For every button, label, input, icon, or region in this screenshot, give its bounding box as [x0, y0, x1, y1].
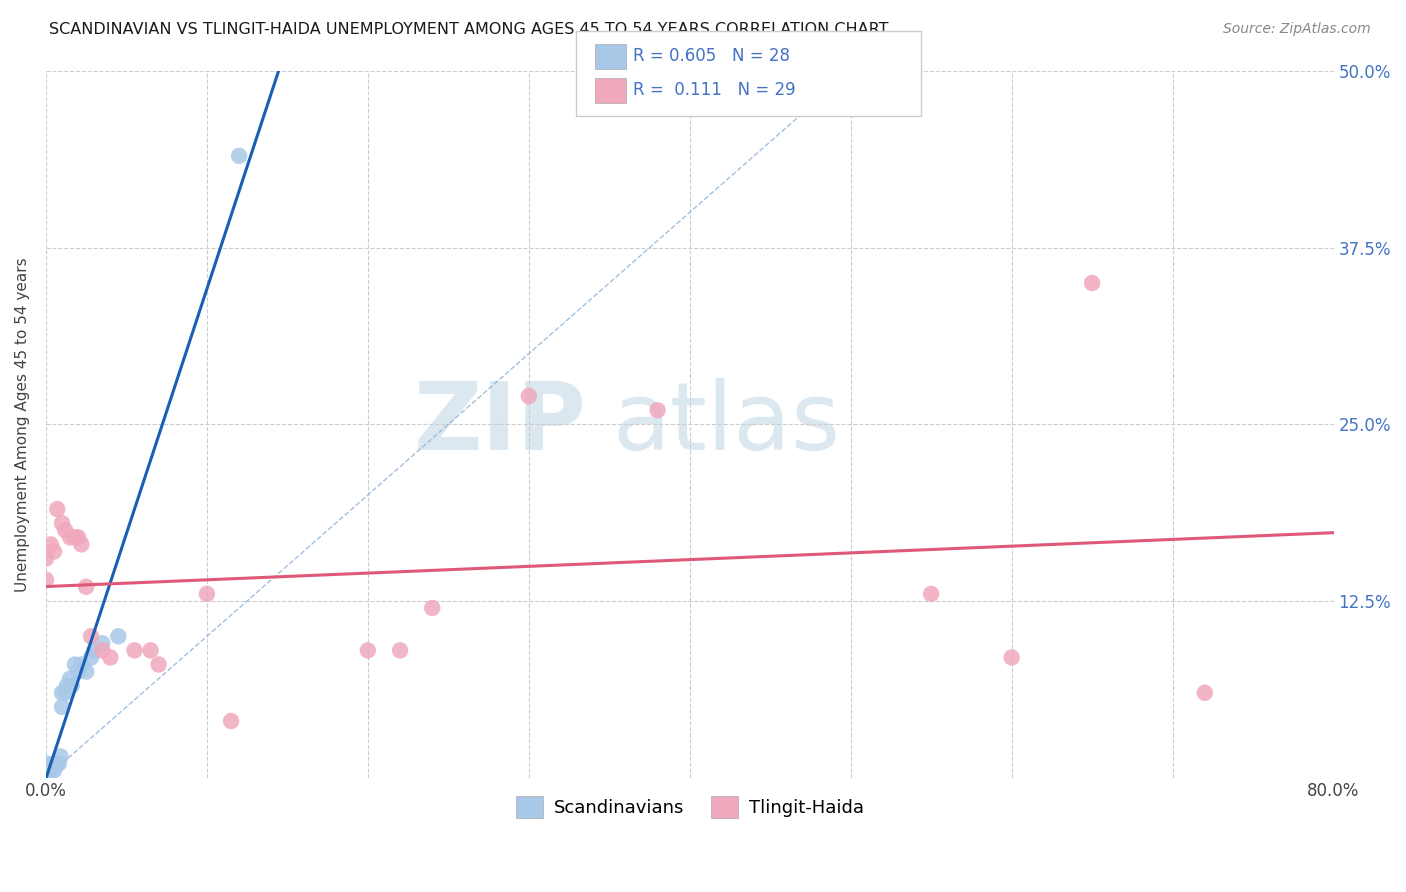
Point [80, 650, 103, 665]
Point [517, 389, 540, 403]
Point [46, 502, 69, 516]
Text: R =  0.111   N = 29: R = 0.111 N = 29 [633, 81, 796, 99]
Legend: Scandinavians, Tlingit-Haida: Scandinavians, Tlingit-Haida [509, 789, 872, 825]
Point [647, 403, 669, 417]
Point [75, 665, 97, 679]
Text: SCANDINAVIAN VS TLINGIT-HAIDA UNEMPLOYMENT AMONG AGES 45 TO 54 YEARS CORRELATION: SCANDINAVIAN VS TLINGIT-HAIDA UNEMPLOYME… [49, 22, 889, 37]
Point [35, 764, 58, 778]
Point [107, 629, 129, 643]
Point [35, 771, 58, 785]
Y-axis label: Unemployment Among Ages 45 to 54 years: Unemployment Among Ages 45 to 54 years [15, 257, 30, 591]
Point [219, 714, 242, 728]
Point [83, 643, 105, 657]
Point [42, 756, 65, 771]
Point [42, 544, 65, 558]
Point [70, 537, 93, 551]
Point [39, 537, 62, 551]
Point [63, 530, 86, 544]
Point [148, 657, 170, 672]
Point [91, 643, 114, 657]
Point [920, 587, 942, 601]
Point [46, 756, 69, 771]
Text: atlas: atlas [613, 378, 841, 470]
Text: Source: ZipAtlas.com: Source: ZipAtlas.com [1223, 22, 1371, 37]
Point [59, 672, 82, 686]
Point [357, 643, 380, 657]
Point [389, 643, 412, 657]
Point [70, 657, 93, 672]
Point [139, 643, 162, 657]
Point [60, 679, 83, 693]
Point [51, 700, 73, 714]
Point [67, 665, 90, 679]
Point [1081, 276, 1104, 290]
Point [53, 523, 76, 537]
Point [42, 764, 65, 778]
Point [53, 686, 76, 700]
Point [49, 749, 72, 764]
Point [67, 530, 90, 544]
Point [51, 686, 73, 700]
Point [39, 759, 62, 773]
Point [420, 601, 443, 615]
Point [124, 643, 146, 657]
Point [91, 636, 114, 650]
Point [228, 149, 250, 163]
Point [51, 516, 73, 531]
Point [195, 587, 218, 601]
Point [75, 580, 97, 594]
Point [98, 650, 121, 665]
Point [35, 759, 58, 773]
Point [35, 756, 58, 771]
Text: ZIP: ZIP [413, 378, 586, 470]
Point [35, 771, 58, 785]
Point [35, 573, 58, 587]
Point [48, 756, 70, 771]
Text: R = 0.605   N = 28: R = 0.605 N = 28 [633, 47, 790, 65]
Point [35, 551, 58, 566]
Point [80, 629, 103, 643]
Point [1001, 650, 1024, 665]
Point [35, 771, 58, 785]
Point [63, 657, 86, 672]
Point [59, 530, 82, 544]
Point [56, 679, 79, 693]
Point [39, 764, 62, 778]
Point [1194, 686, 1216, 700]
